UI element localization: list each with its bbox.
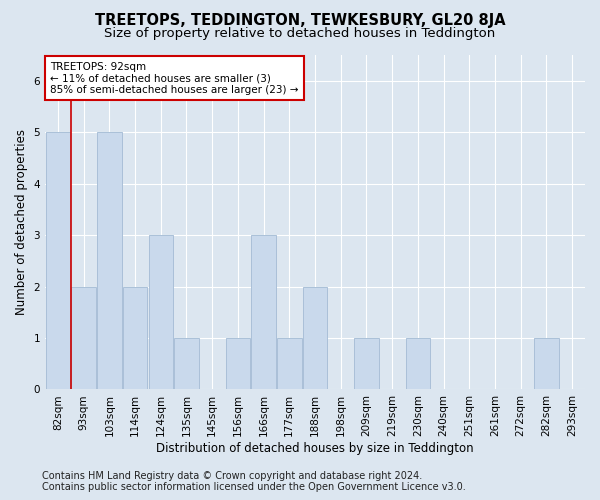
Text: TREETOPS, TEDDINGTON, TEWKESBURY, GL20 8JA: TREETOPS, TEDDINGTON, TEWKESBURY, GL20 8…: [95, 12, 505, 28]
Bar: [71, 286, 96, 390]
Text: Contains HM Land Registry data © Crown copyright and database right 2024.
Contai: Contains HM Land Registry data © Crown c…: [42, 471, 466, 492]
Bar: [354, 338, 379, 390]
Bar: [303, 286, 327, 390]
Y-axis label: Number of detached properties: Number of detached properties: [15, 129, 28, 315]
Bar: [123, 286, 147, 390]
Bar: [277, 338, 302, 390]
Text: TREETOPS: 92sqm
← 11% of detached houses are smaller (3)
85% of semi-detached ho: TREETOPS: 92sqm ← 11% of detached houses…: [50, 62, 299, 95]
Bar: [534, 338, 559, 390]
Text: Size of property relative to detached houses in Teddington: Size of property relative to detached ho…: [104, 28, 496, 40]
Bar: [149, 235, 173, 390]
X-axis label: Distribution of detached houses by size in Teddington: Distribution of detached houses by size …: [156, 442, 474, 455]
Bar: [226, 338, 250, 390]
Bar: [174, 338, 199, 390]
Bar: [46, 132, 70, 390]
Bar: [251, 235, 276, 390]
Bar: [406, 338, 430, 390]
Bar: [97, 132, 122, 390]
